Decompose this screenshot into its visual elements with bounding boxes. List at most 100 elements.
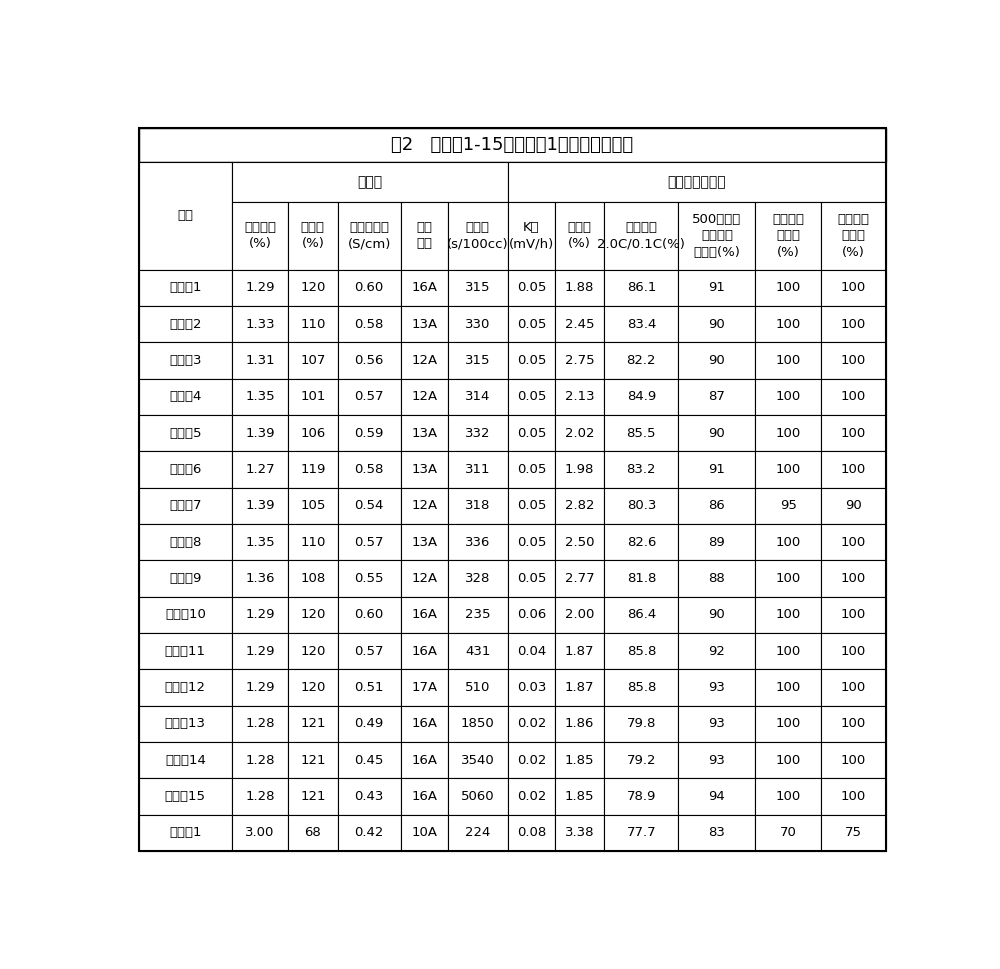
Bar xyxy=(508,379,555,415)
Text: 315: 315 xyxy=(465,354,491,367)
Text: 挤压测试
通过率
(%): 挤压测试 通过率 (%) xyxy=(837,212,869,259)
Bar xyxy=(508,815,555,851)
Bar xyxy=(755,705,821,742)
Text: 12A: 12A xyxy=(411,354,437,367)
Bar xyxy=(755,815,821,851)
Bar xyxy=(555,560,604,597)
Bar xyxy=(232,452,288,487)
Bar xyxy=(338,306,401,342)
Text: 107: 107 xyxy=(300,354,326,367)
Text: 75: 75 xyxy=(845,827,862,839)
Bar xyxy=(288,379,338,415)
Text: 336: 336 xyxy=(465,536,490,548)
Bar xyxy=(755,379,821,415)
Bar xyxy=(821,415,886,452)
Bar xyxy=(604,306,678,342)
Bar xyxy=(555,524,604,560)
Text: 121: 121 xyxy=(300,754,326,766)
Text: 82.6: 82.6 xyxy=(627,536,656,548)
Bar xyxy=(604,778,678,815)
Text: 86.1: 86.1 xyxy=(627,281,656,295)
Bar xyxy=(288,415,338,452)
Bar xyxy=(288,778,338,815)
Text: 1.87: 1.87 xyxy=(565,681,594,694)
Bar xyxy=(555,815,604,851)
Bar xyxy=(288,670,338,705)
Text: 0.43: 0.43 xyxy=(355,790,384,803)
Text: 1.36: 1.36 xyxy=(245,572,275,585)
Text: 0.57: 0.57 xyxy=(354,644,384,658)
Text: K值
(mV/h): K值 (mV/h) xyxy=(509,221,554,250)
Bar xyxy=(604,342,678,379)
Text: 90: 90 xyxy=(845,499,862,513)
Text: 100: 100 xyxy=(841,426,866,440)
Bar xyxy=(508,452,555,487)
Text: 100: 100 xyxy=(841,463,866,476)
Text: 隔离膜: 隔离膜 xyxy=(357,174,382,189)
Bar xyxy=(401,269,448,306)
Bar xyxy=(401,815,448,851)
Text: 16A: 16A xyxy=(411,717,437,731)
Bar xyxy=(678,705,755,742)
Text: 12A: 12A xyxy=(411,499,437,513)
Bar xyxy=(448,342,508,379)
Bar xyxy=(139,452,232,487)
Bar xyxy=(288,202,338,269)
Text: 0.60: 0.60 xyxy=(355,281,384,295)
Text: 实施例8: 实施例8 xyxy=(169,536,202,548)
Text: 330: 330 xyxy=(465,318,490,330)
Text: 1.35: 1.35 xyxy=(245,391,275,403)
Text: 1.88: 1.88 xyxy=(565,281,594,295)
Bar xyxy=(232,415,288,452)
Text: 100: 100 xyxy=(841,717,866,731)
Bar xyxy=(401,306,448,342)
Bar xyxy=(139,778,232,815)
Bar xyxy=(604,705,678,742)
Bar xyxy=(139,560,232,597)
Bar xyxy=(232,269,288,306)
Bar xyxy=(678,306,755,342)
Bar xyxy=(755,306,821,342)
Text: 实施例12: 实施例12 xyxy=(165,681,206,694)
Text: 85.5: 85.5 xyxy=(627,426,656,440)
Bar xyxy=(555,705,604,742)
Bar xyxy=(821,705,886,742)
Text: 100: 100 xyxy=(775,426,801,440)
Bar xyxy=(555,306,604,342)
Text: 314: 314 xyxy=(465,391,490,403)
Text: 0.05: 0.05 xyxy=(517,463,546,476)
Text: 1.29: 1.29 xyxy=(245,644,275,658)
Bar xyxy=(755,560,821,597)
Text: 100: 100 xyxy=(841,354,866,367)
Bar xyxy=(139,128,886,162)
Text: 透气度
(s/100cc): 透气度 (s/100cc) xyxy=(447,221,509,250)
Text: 蜡棒
级号: 蜡棒 级号 xyxy=(416,221,432,250)
Text: 1.98: 1.98 xyxy=(565,463,594,476)
Bar xyxy=(448,415,508,452)
Text: 实施例7: 实施例7 xyxy=(169,499,202,513)
Bar xyxy=(232,162,508,202)
Text: 79.2: 79.2 xyxy=(627,754,656,766)
Bar xyxy=(139,670,232,705)
Bar xyxy=(755,452,821,487)
Bar xyxy=(821,742,886,778)
Text: 100: 100 xyxy=(775,536,801,548)
Bar xyxy=(555,452,604,487)
Bar xyxy=(508,742,555,778)
Text: 3.00: 3.00 xyxy=(245,827,275,839)
Bar xyxy=(604,524,678,560)
Text: 80.3: 80.3 xyxy=(627,499,656,513)
Text: 10A: 10A xyxy=(411,827,437,839)
Bar xyxy=(821,269,886,306)
Text: 100: 100 xyxy=(775,318,801,330)
Text: 86.4: 86.4 xyxy=(627,609,656,621)
Text: 1.29: 1.29 xyxy=(245,681,275,694)
Text: 变形率
(%): 变形率 (%) xyxy=(568,221,592,250)
Text: 1.29: 1.29 xyxy=(245,281,275,295)
Bar xyxy=(401,742,448,778)
Text: 锂离子二次电池: 锂离子二次电池 xyxy=(668,174,726,189)
Text: 2.00: 2.00 xyxy=(565,609,594,621)
Bar xyxy=(338,415,401,452)
Bar xyxy=(448,379,508,415)
Text: 1.87: 1.87 xyxy=(565,644,594,658)
